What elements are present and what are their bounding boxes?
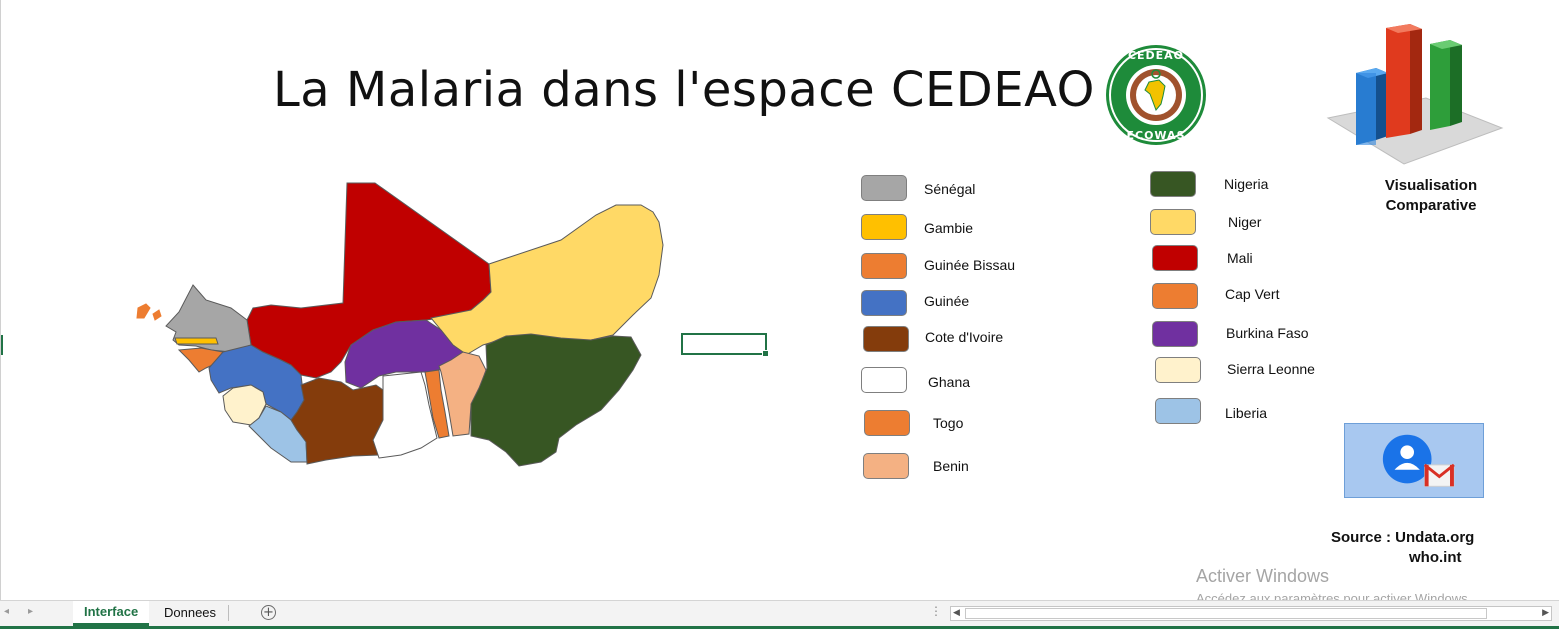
- plus-icon[interactable]: +: [261, 605, 276, 620]
- scrollbar-thumb[interactable]: [965, 608, 1487, 619]
- status-strip: [0, 626, 1559, 629]
- legend-swatch-sierra-leonne: [1155, 357, 1201, 383]
- ecowas-logo: CEDEAO ECOWAS: [1106, 45, 1206, 145]
- selected-cell[interactable]: [681, 333, 769, 357]
- legend-label-gambie: Gambie: [924, 220, 974, 236]
- legend-swatch-gambie: [861, 214, 907, 240]
- contact-mail-button[interactable]: [1344, 423, 1484, 498]
- horizontal-scrollbar[interactable]: ◀ ▶: [950, 606, 1552, 621]
- legend-swatch-benin: [863, 453, 909, 479]
- map-sierra-leone: [222, 384, 267, 426]
- legend-label-senegal: Sénégal: [924, 181, 976, 197]
- source-line2: who.int: [1409, 549, 1462, 566]
- legend-swatch-senegal: [861, 175, 907, 201]
- map-gambie: [174, 337, 219, 345]
- map-ghana: [372, 371, 438, 459]
- legend-swatch-mali: [1152, 245, 1198, 271]
- tab-donnees[interactable]: Donnees: [164, 605, 217, 620]
- splitter-handle-icon[interactable]: ⋮: [930, 604, 942, 618]
- visualisation-comparative-label[interactable]: Visualisation Comparative: [1361, 176, 1501, 216]
- legend-label-guinee: Guinée: [924, 293, 970, 309]
- legend-label-sierra-leonne: Sierra Leonne: [1227, 361, 1315, 377]
- visualisation-line2: Comparative: [1385, 197, 1477, 214]
- map-cap-vert: [136, 303, 162, 321]
- bar-chart-3d-icon[interactable]: [1326, 18, 1506, 166]
- sheet-tab-bar: ◂ ▸ Interface Donnees + ⋮ ◀ ▶: [0, 600, 1559, 627]
- legend-label-mali: Mali: [1227, 250, 1253, 266]
- west-africa-map[interactable]: [131, 178, 671, 473]
- map-togo: [424, 369, 450, 439]
- map-nigeria: [470, 333, 642, 467]
- scroll-tabs-right-icon[interactable]: ▸: [28, 606, 34, 617]
- legend-swatch-nigeria: [1150, 171, 1196, 197]
- source-line1: Source : Undata.org: [1331, 529, 1475, 546]
- page-title: La Malaria dans l'espace CEDEAO: [273, 62, 1095, 118]
- contact-mail-icon: [1382, 434, 1455, 487]
- legend-swatch-guinee: [861, 290, 907, 316]
- legend-label-guinee-bissau: Guinée Bissau: [924, 257, 1016, 273]
- source-text: Source : Undata.org who.int: [1331, 528, 1474, 568]
- tab-interface[interactable]: Interface: [73, 601, 150, 626]
- worksheet-canvas[interactable]: La Malaria dans l'espace CEDEAO: [0, 0, 1559, 606]
- scroll-left-icon[interactable]: ◀: [953, 608, 960, 618]
- legend-swatch-niger: [1150, 209, 1196, 235]
- legend-label-cap-vert: Cap Vert: [1225, 286, 1280, 302]
- legend-swatch-cap-vert: [1152, 283, 1198, 309]
- row-marker: [1, 335, 3, 355]
- legend-swatch-ghana: [861, 367, 907, 393]
- legend-label-liberia: Liberia: [1225, 405, 1268, 421]
- tab-separator: [228, 605, 229, 621]
- legend-label-ghana: Ghana: [928, 374, 971, 390]
- scroll-tabs-left-icon[interactable]: ◂: [4, 606, 10, 617]
- legend-label-benin: Benin: [933, 458, 969, 474]
- watermark-line1: Activer Windows: [1196, 566, 1330, 586]
- legend-label-togo: Togo: [933, 415, 964, 431]
- svg-text:CEDEAO: CEDEAO: [1128, 49, 1184, 62]
- fill-handle[interactable]: [762, 350, 769, 357]
- legend-label-cote-divoire: Cote d'Ivoire: [925, 329, 1004, 345]
- legend-swatch-liberia: [1155, 398, 1201, 424]
- legend-label-niger: Niger: [1228, 214, 1262, 230]
- scroll-right-icon[interactable]: ▶: [1542, 608, 1549, 618]
- legend-swatch-burkina-faso: [1152, 321, 1198, 347]
- legend-label-burkina-faso: Burkina Faso: [1226, 325, 1309, 341]
- visualisation-line1: Visualisation: [1384, 177, 1478, 194]
- legend-swatch-guinee-bissau: [861, 253, 907, 279]
- legend-swatch-cote-divoire: [863, 326, 909, 352]
- legend-label-nigeria: Nigeria: [1224, 176, 1269, 192]
- legend-swatch-togo: [864, 410, 910, 436]
- svg-text:ECOWAS: ECOWAS: [1126, 129, 1185, 142]
